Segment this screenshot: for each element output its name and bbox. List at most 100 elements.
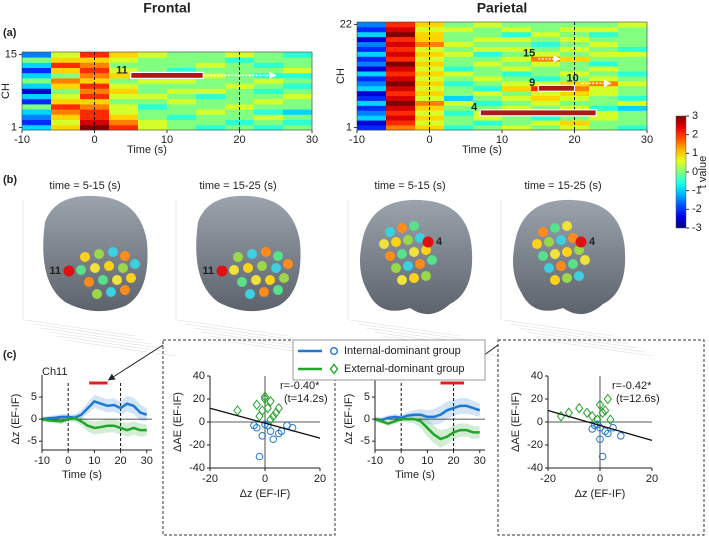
heat-cell [531, 46, 561, 52]
heat-cell [386, 51, 416, 57]
scatter-point [604, 429, 612, 438]
heat-cell [138, 88, 168, 94]
heat-cell [138, 93, 168, 100]
heat-cell [196, 124, 226, 131]
heat-cell [22, 119, 52, 126]
electrode [273, 251, 283, 261]
x-tick-label: 20 [568, 134, 580, 146]
heat-cell [22, 57, 52, 63]
y-tick-label: -5 [360, 435, 370, 447]
heat-cell [444, 41, 474, 47]
heat-cell [618, 51, 648, 57]
heat-cell [167, 52, 197, 58]
electrode-highlight [63, 265, 75, 277]
colorbar-tick-label: -2 [692, 203, 702, 215]
electrode [403, 261, 413, 271]
electrode [562, 273, 572, 283]
heat-cell [444, 56, 474, 62]
axis-grid [518, 327, 630, 345]
scatter-point [269, 435, 278, 444]
heat-cell [196, 88, 226, 94]
heat-cell [283, 119, 313, 126]
y-tick-label: 1 [346, 121, 352, 133]
heat-cell [225, 98, 255, 105]
axis-grid [24, 319, 136, 337]
channel-label: 10 [567, 72, 579, 84]
electrode [92, 289, 102, 299]
heat-cell [502, 51, 532, 57]
electrode [259, 287, 269, 297]
heat-cell [22, 109, 52, 115]
colorbar-tick-label: 3 [692, 110, 698, 122]
fit-line [547, 409, 653, 442]
heat-cell [357, 80, 387, 87]
heat-cell [589, 22, 619, 28]
heat-cell [283, 124, 313, 131]
electrode [562, 221, 572, 231]
plot-frame [356, 21, 648, 131]
heat-cell [502, 56, 532, 62]
x-axis-label: Δz (EF-IF) [575, 488, 626, 500]
electrode [237, 277, 247, 287]
heat-cell [80, 62, 110, 68]
heat-cell [109, 88, 139, 94]
annotation: r=-0.40* [280, 380, 320, 392]
heat-cell [254, 119, 284, 126]
heat-cell [51, 78, 81, 84]
electrode [283, 259, 293, 269]
x-tick-label: 0 [426, 134, 432, 146]
x-tick-label: -20 [202, 473, 218, 485]
channel-label: 9 [529, 77, 535, 89]
heat-cell [357, 36, 387, 43]
heat-cell [254, 67, 284, 74]
x-tick-label: -10 [14, 134, 30, 146]
inset-frame [497, 339, 705, 536]
heat-cell [167, 88, 197, 94]
electrode [80, 252, 90, 262]
electrode [118, 263, 128, 273]
electrode [550, 275, 560, 285]
electrode [562, 247, 572, 257]
x-tick-label: 30 [641, 134, 653, 146]
x-tick-label: -20 [540, 473, 556, 485]
electrode [409, 273, 419, 283]
heat-cell [357, 115, 387, 121]
heat-cell [109, 114, 139, 120]
electrode [544, 263, 554, 273]
heat-cell [196, 57, 226, 63]
heat-cell [531, 120, 561, 126]
legend-marker [329, 363, 339, 375]
annotation: r=-0.42* [612, 380, 652, 392]
heat-cell [283, 78, 313, 84]
scatter-point [606, 414, 615, 426]
y-tick-label: 1 [11, 121, 17, 133]
scatter-point [603, 393, 612, 405]
heat-cell [473, 66, 503, 72]
heat-cell [196, 83, 226, 89]
electrode [94, 249, 104, 259]
channel-label: 15 [523, 48, 535, 60]
panel-label: (c) [3, 349, 17, 361]
heat-cell [225, 83, 255, 89]
heat-cell [283, 104, 313, 110]
electrode [574, 271, 584, 281]
panel-label: (b) [3, 174, 17, 186]
electrode [247, 249, 257, 259]
x-tick-label: 30 [474, 455, 486, 467]
heat-cell [80, 98, 110, 105]
heat-cell [196, 78, 226, 84]
electrode [397, 223, 407, 233]
heat-cell [473, 100, 503, 106]
heat-cell [589, 66, 619, 72]
heat-cell [196, 52, 226, 58]
heat-cell [283, 114, 313, 120]
heat-cell [589, 120, 619, 126]
electrode [98, 275, 108, 285]
heat-cell [531, 95, 561, 101]
heat-cell [473, 22, 503, 28]
heat-cell [386, 61, 416, 67]
heat-cell [618, 125, 648, 131]
heat-cell [22, 98, 52, 105]
heat-cell [444, 26, 474, 33]
y-tick-label: -40 [527, 462, 543, 474]
